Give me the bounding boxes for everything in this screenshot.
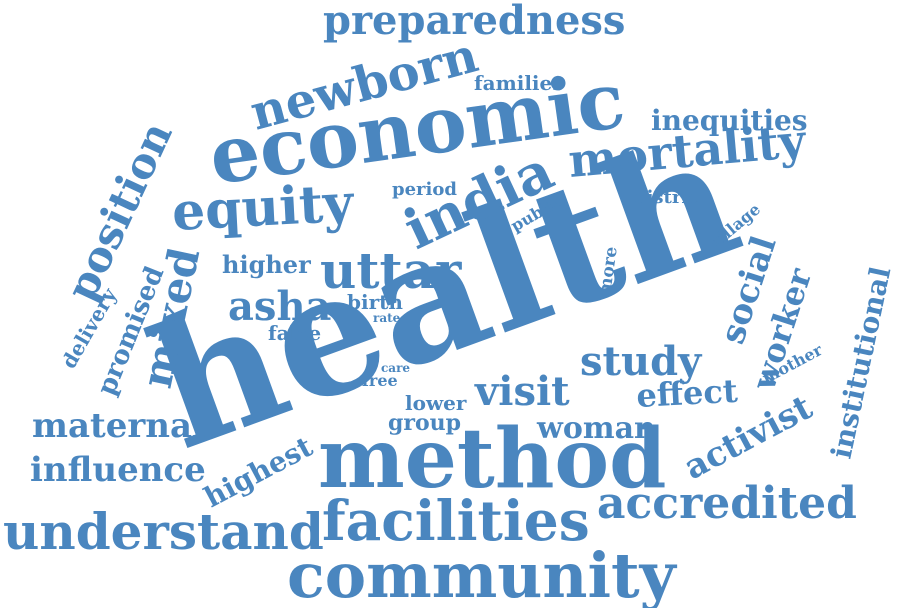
word-false: false <box>268 321 321 345</box>
word-effect: effect <box>635 372 738 415</box>
word-facilities: facilities <box>322 488 590 553</box>
word-inequities: inequities <box>651 104 808 137</box>
word-rate: rate <box>373 311 401 325</box>
word-maternal: maternal <box>32 406 205 446</box>
word-accredited: accredited <box>597 478 857 529</box>
word-birth: birth <box>347 290 403 314</box>
word-understand: understand <box>3 502 324 561</box>
word-district: district <box>634 187 708 208</box>
word-asha: asha <box>228 283 331 330</box>
word-preparedness: preparedness <box>323 0 625 44</box>
word-equity: equity <box>170 172 356 242</box>
word-community: community <box>287 539 678 608</box>
word-lower: lower <box>405 391 467 415</box>
word-uttar: uttar <box>320 241 462 300</box>
word-institutional: institutional <box>825 264 898 462</box>
word-visit: visit <box>474 368 570 415</box>
word-families: families <box>474 71 564 95</box>
word-woman: woman <box>536 411 656 446</box>
word-higher: higher <box>222 250 311 279</box>
word-study: study <box>580 338 703 385</box>
word-period: period <box>392 179 457 200</box>
word-care: care <box>381 361 410 375</box>
word-method: method <box>318 411 666 507</box>
word-group: group <box>388 410 461 436</box>
word-influence: influence <box>30 450 206 490</box>
word-free: free <box>362 371 398 390</box>
